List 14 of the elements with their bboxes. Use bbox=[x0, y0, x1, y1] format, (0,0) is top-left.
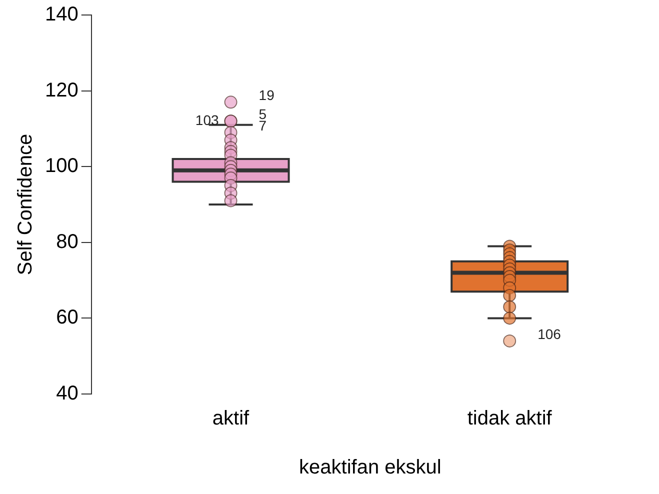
annotation: 103 bbox=[195, 112, 219, 128]
annotation: 19 bbox=[258, 87, 275, 104]
x-tick-label: aktif bbox=[212, 408, 250, 430]
y-axis-title: Self Confidence bbox=[14, 134, 37, 276]
y-tick-label: 100 bbox=[44, 155, 78, 178]
annotation: 106 bbox=[538, 326, 562, 342]
x-axis-title: keaktifan ekskul bbox=[299, 456, 442, 479]
x-tick-label: tidak aktif bbox=[467, 408, 552, 430]
annotation: 5 bbox=[258, 106, 267, 122]
y-tick-label: 120 bbox=[44, 79, 78, 102]
y-tick-label: 40 bbox=[56, 382, 78, 405]
y-tick-label: 140 bbox=[44, 4, 78, 26]
y-tick-label: 60 bbox=[56, 306, 78, 329]
y-tick-label: 80 bbox=[56, 230, 78, 253]
